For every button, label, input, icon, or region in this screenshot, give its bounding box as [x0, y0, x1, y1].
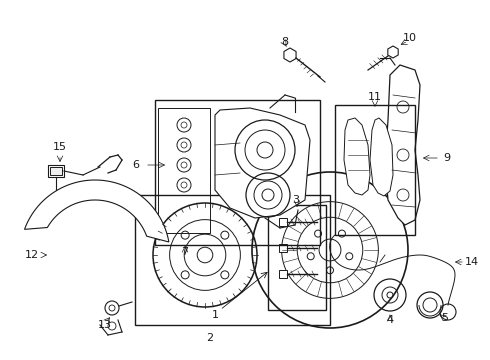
Text: 4: 4	[387, 315, 393, 325]
Text: 12: 12	[25, 250, 39, 260]
Bar	[158, 108, 210, 233]
Polygon shape	[370, 118, 393, 196]
Bar	[155, 100, 320, 245]
Text: 15: 15	[53, 142, 67, 152]
Text: 10: 10	[403, 33, 417, 43]
Text: 7: 7	[181, 247, 189, 257]
Bar	[279, 218, 287, 226]
Bar	[268, 205, 326, 310]
Polygon shape	[284, 48, 296, 62]
Polygon shape	[344, 118, 370, 195]
Text: 6: 6	[132, 160, 140, 170]
Text: 1: 1	[212, 310, 219, 320]
Text: 3: 3	[293, 195, 299, 205]
Bar	[48, 165, 64, 177]
Text: 8: 8	[281, 37, 289, 47]
Text: 2: 2	[206, 333, 214, 343]
Bar	[279, 270, 287, 278]
Text: 5: 5	[441, 313, 448, 323]
Bar	[335, 105, 415, 235]
Bar	[135, 195, 330, 325]
Bar	[279, 244, 287, 252]
Text: 13: 13	[98, 320, 112, 330]
Text: 9: 9	[443, 153, 451, 163]
Bar	[50, 167, 62, 175]
Text: 11: 11	[368, 92, 382, 102]
Polygon shape	[385, 65, 420, 225]
Text: 14: 14	[465, 257, 479, 267]
Polygon shape	[388, 46, 398, 58]
Polygon shape	[215, 108, 310, 218]
Polygon shape	[24, 180, 169, 242]
